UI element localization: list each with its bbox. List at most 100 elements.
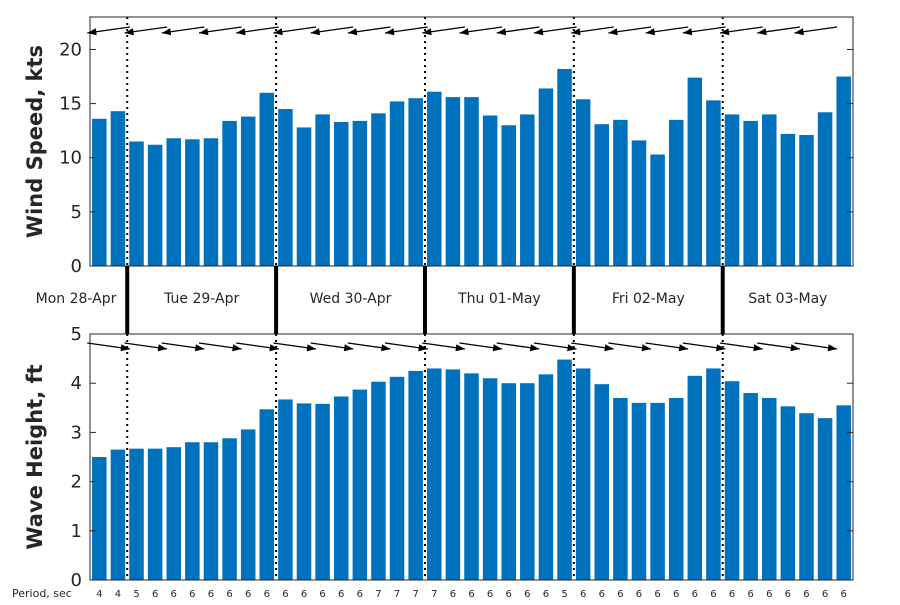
- period-value: 6: [152, 589, 158, 600]
- direction-arrow: [87, 26, 131, 36]
- period-value: 7: [412, 589, 418, 600]
- wind-bar: [166, 138, 182, 266]
- wind-bar: [110, 111, 126, 266]
- wave-bar: [799, 413, 814, 580]
- wave-bar: [240, 429, 256, 580]
- direction-arrow: [608, 342, 652, 352]
- period-value: 6: [264, 589, 270, 600]
- wave-bar: [724, 381, 740, 580]
- day-label: Wed 30-Apr: [310, 291, 392, 307]
- direction-arrow: [719, 342, 763, 352]
- wind-bar: [129, 141, 144, 266]
- y-tick-label: 10: [59, 148, 82, 169]
- period-value: 6: [785, 589, 791, 600]
- period-value: 6: [692, 589, 698, 600]
- wave-bar: [147, 448, 163, 580]
- direction-arrow: [645, 26, 689, 36]
- period-value: 6: [841, 589, 847, 600]
- wave-bar: [315, 403, 330, 580]
- wind-bar: [799, 135, 814, 266]
- wind-bar: [92, 118, 107, 267]
- direction-arrow: [236, 26, 279, 36]
- day-strip: Mon 28-Apr Tue 29-Apr Wed 30-Apr Thu 01-May…: [36, 266, 827, 334]
- wave-bar: [333, 396, 349, 580]
- wind-bar: [222, 120, 237, 267]
- period-value: 6: [766, 589, 772, 600]
- wave-bar: [631, 402, 647, 580]
- wind-bar: [147, 144, 163, 266]
- period-value: 7: [394, 589, 400, 600]
- direction-arrow: [273, 26, 317, 36]
- y-tick-label: 5: [71, 202, 82, 223]
- period-value: 6: [338, 589, 344, 600]
- direction-arrow: [794, 342, 838, 352]
- direction-arrow: [459, 26, 503, 36]
- period-value: 6: [673, 589, 679, 600]
- wind-bar: [408, 98, 423, 266]
- period-value: 6: [301, 589, 307, 600]
- wave-ylabel: Wave Height, ft: [23, 364, 47, 549]
- period-value: 6: [822, 589, 828, 600]
- direction-arrow: [347, 342, 391, 352]
- direction-arrow: [757, 26, 800, 36]
- period-value: 6: [803, 589, 809, 600]
- wind-panel: 0 5 10 15 20 Wind Speed, kts: [23, 16, 854, 277]
- period-value: 6: [282, 589, 288, 600]
- period-value: 6: [226, 589, 232, 600]
- direction-arrow: [198, 342, 242, 352]
- wave-bar: [371, 381, 386, 580]
- wind-bar: [668, 119, 684, 266]
- direction-arrow: [124, 342, 168, 352]
- period-value: 6: [543, 589, 549, 600]
- period-row: Period, sec 4 4 5 6 6 6 6 6 6 6 6 6 6 6 6 7 7 7 7 6 6 6 6 6 6 5 6 6 6…: [12, 587, 847, 600]
- direction-arrow: [533, 342, 577, 352]
- period-value: 4: [115, 589, 121, 600]
- day-label: Fri 02-May: [612, 291, 685, 307]
- wind-bar: [185, 139, 200, 266]
- y-tick-label: 2: [71, 472, 82, 493]
- y-tick-label: 1: [71, 521, 82, 542]
- wave-bar: [92, 457, 107, 580]
- y-tick-label: 15: [59, 94, 82, 115]
- period-value: 7: [375, 589, 381, 600]
- wave-bar: [613, 397, 628, 580]
- direction-arrow: [87, 342, 131, 352]
- direction-arrow: [794, 26, 838, 36]
- direction-arrow: [571, 342, 614, 352]
- wind-bar: [520, 114, 535, 267]
- wind-ylabel: Wind Speed, kts: [23, 45, 47, 238]
- period-value: 6: [617, 589, 623, 600]
- wind-bar: [631, 140, 647, 266]
- direction-arrow: [682, 342, 726, 352]
- direction-arrow: [384, 26, 428, 36]
- wind-bar: [724, 114, 740, 267]
- wind-bar: [203, 138, 219, 266]
- wind-bar: [389, 101, 405, 266]
- wave-bar: [464, 373, 479, 580]
- period-value: 6: [450, 589, 456, 600]
- direction-arrow: [608, 26, 652, 36]
- wind-bar: [240, 116, 256, 266]
- period-value: 5: [133, 589, 139, 600]
- wave-bar: [166, 447, 182, 580]
- wave-bar: [520, 383, 535, 580]
- wave-bar: [668, 397, 684, 580]
- period-value: 6: [524, 589, 530, 600]
- wave-bar: [501, 383, 516, 580]
- period-value: 6: [580, 589, 586, 600]
- direction-arrow: [571, 26, 614, 36]
- wave-bar: [259, 409, 275, 580]
- direction-arrow: [682, 26, 726, 36]
- direction-arrow: [533, 26, 577, 36]
- period-value: 6: [599, 589, 605, 600]
- wave-bar: [427, 368, 442, 580]
- wave-bar: [296, 403, 312, 580]
- wave-bar: [743, 393, 758, 580]
- period-value: 6: [171, 589, 177, 600]
- direction-arrow: [422, 26, 465, 36]
- wind-bar: [278, 109, 293, 267]
- direction-arrow: [124, 26, 168, 36]
- period-value: 5: [561, 589, 567, 600]
- wind-bar: [557, 68, 572, 266]
